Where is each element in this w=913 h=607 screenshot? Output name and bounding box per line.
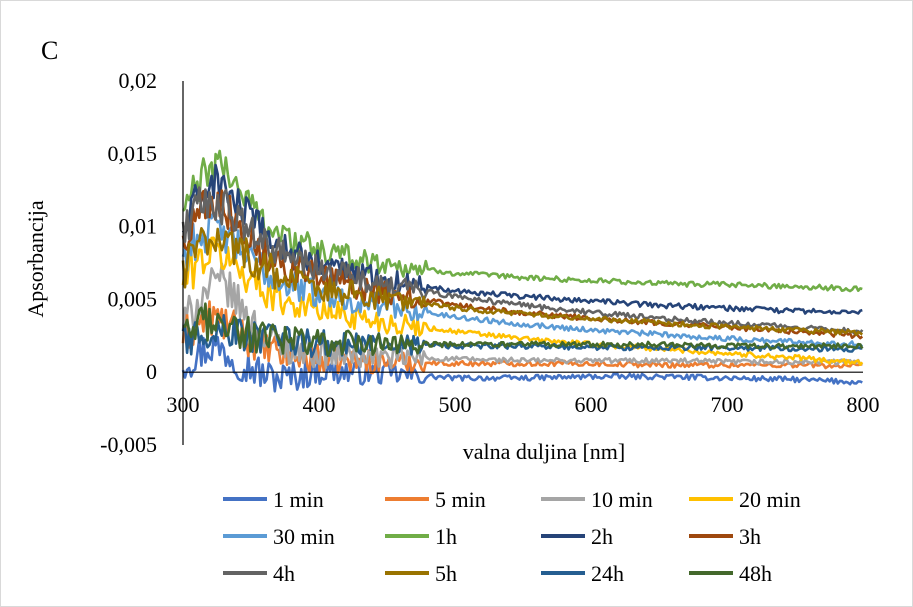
legend-item: 30 min bbox=[223, 524, 335, 549]
series-line bbox=[181, 189, 864, 340]
x-axis-title: valna duljina [nm] bbox=[463, 439, 626, 464]
legend-label: 5 min bbox=[435, 487, 486, 512]
y-tick-label: 0,015 bbox=[108, 141, 158, 166]
legend: 1 min 5 min 10 min 20 min 30 min 1h 2h 3h 4h 5h 24… bbox=[223, 487, 801, 586]
legend-label: 48h bbox=[739, 561, 772, 586]
y-tick-label: -0,005 bbox=[100, 432, 157, 457]
legend-label: 24h bbox=[591, 561, 624, 586]
legend-label: 10 min bbox=[591, 487, 653, 512]
legend-item: 10 min bbox=[541, 487, 653, 512]
legend-item: 1h bbox=[385, 524, 457, 549]
y-tick-label: 0,02 bbox=[119, 68, 158, 93]
series-line bbox=[181, 227, 864, 337]
series-line bbox=[181, 336, 863, 393]
series-lines bbox=[181, 149, 864, 393]
x-tick-label: 500 bbox=[439, 392, 472, 417]
series-line bbox=[181, 186, 864, 335]
legend-label: 1 min bbox=[273, 487, 324, 512]
legend-label: 30 min bbox=[273, 524, 335, 549]
legend-label: 4h bbox=[273, 561, 295, 586]
x-tick-label: 800 bbox=[847, 392, 880, 417]
legend-item: 5h bbox=[385, 561, 457, 586]
panel-letter: C bbox=[41, 36, 58, 65]
x-tick-label: 600 bbox=[575, 392, 608, 417]
y-tick-label: 0 bbox=[146, 359, 157, 384]
legend-label: 5h bbox=[435, 561, 457, 586]
legend-item: 1 min bbox=[223, 487, 324, 512]
legend-item: 48h bbox=[689, 561, 772, 586]
series-line bbox=[182, 302, 864, 358]
y-tick-labels: -0,005 0 0,005 0,01 0,015 0,02 bbox=[100, 68, 157, 457]
series-line bbox=[182, 149, 863, 293]
legend-item: 3h bbox=[689, 524, 761, 549]
legend-item: 24h bbox=[541, 561, 624, 586]
y-axis-title: Apsorbancija bbox=[23, 200, 48, 318]
legend-label: 2h bbox=[591, 524, 613, 549]
legend-item: 2h bbox=[541, 524, 613, 549]
x-tick-label: 400 bbox=[303, 392, 336, 417]
series-line bbox=[181, 163, 863, 315]
series-line bbox=[181, 236, 864, 366]
legend-item: 5 min bbox=[385, 487, 486, 512]
series-line bbox=[181, 300, 863, 375]
series-line bbox=[181, 314, 863, 359]
legend-label: 3h bbox=[739, 524, 761, 549]
x-tick-labels: 300 400 500 600 700 800 bbox=[167, 392, 880, 417]
y-tick-label: 0,005 bbox=[108, 286, 158, 311]
y-tick-label: 0,01 bbox=[119, 214, 158, 239]
x-tick-label: 700 bbox=[711, 392, 744, 417]
legend-item: 4h bbox=[223, 561, 295, 586]
legend-label: 1h bbox=[435, 524, 457, 549]
legend-label: 20 min bbox=[739, 487, 801, 512]
legend-item: 20 min bbox=[689, 487, 801, 512]
